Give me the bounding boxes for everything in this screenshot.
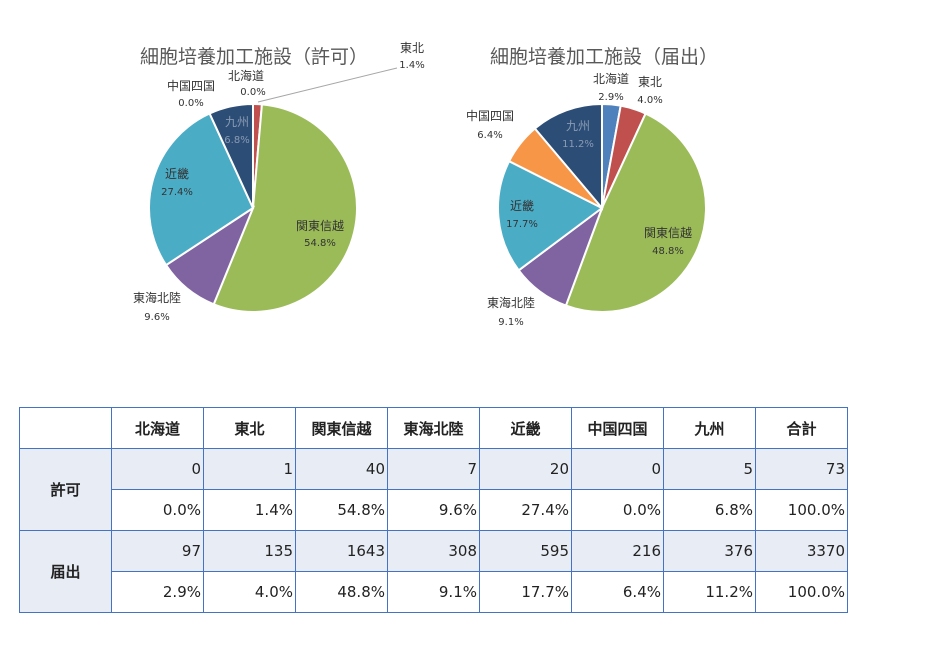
table-cell: 0: [571, 448, 664, 490]
table-cell: 0.0%: [111, 489, 204, 531]
table-cell: 3370: [755, 530, 848, 572]
table-cell: 100.0%: [755, 571, 848, 613]
pie-percent-label: 6.4%: [477, 130, 502, 141]
pie-percent-label: 2.9%: [598, 92, 623, 103]
table-cell: 27.4%: [479, 489, 572, 531]
pie-percent-label: 17.7%: [506, 219, 538, 230]
table-cell: 135: [203, 530, 296, 572]
pie-percent-label: 54.8%: [304, 238, 336, 249]
table-header: 合計: [755, 407, 848, 449]
pie-category-label: 近畿: [165, 167, 189, 181]
table-header: 九州: [663, 407, 756, 449]
table-cell: 376: [663, 530, 756, 572]
data-table: 北海道 東北 関東信越 東海北陸 近畿 中国四国 九州 合計 許可 0 1 40…: [19, 407, 848, 613]
pie-percent-label: 27.4%: [161, 187, 193, 198]
table-cell: 4.0%: [203, 571, 296, 613]
table-header: 東北: [203, 407, 296, 449]
table-cell: 9.6%: [387, 489, 480, 531]
pie-category-label: 関東信越: [296, 219, 344, 233]
pie-percent-label: 11.2%: [562, 139, 594, 150]
table-cell: 11.2%: [663, 571, 756, 613]
pie-category-label: 中国四国: [167, 78, 215, 93]
pie-category-label: 東北: [638, 75, 662, 89]
pie-category-label: 九州: [225, 115, 249, 129]
pie-category-label: 東海北陸: [487, 295, 535, 310]
table-header-row: 北海道 東北 関東信越 東海北陸 近畿 中国四国 九州 合計: [19, 407, 848, 449]
chart-permit-title: 細胞培養加工施設（許可）: [140, 46, 369, 68]
pie-percent-label: 0.0%: [178, 98, 203, 109]
table-cell: 17.7%: [479, 571, 572, 613]
table-header: 関東信越: [295, 407, 388, 449]
table-cell: 216: [571, 530, 664, 572]
pie-category-label: 九州: [566, 119, 590, 133]
table-cell: 9.1%: [387, 571, 480, 613]
table-cell: 1.4%: [203, 489, 296, 531]
table-cell: 2.9%: [111, 571, 204, 613]
table-header: 中国四国: [571, 407, 664, 449]
table-cell: 73: [755, 448, 848, 490]
table-cell: 595: [479, 530, 572, 572]
table-cell: 1643: [295, 530, 388, 572]
table-cell: 40: [295, 448, 388, 490]
table-row: 許可 0 1 40 7 20 0 5 73: [19, 448, 848, 531]
leader-line: [257, 67, 398, 103]
table-row: 0.0% 1.4% 54.8% 9.6% 27.4% 0.0% 6.8% 100…: [20, 489, 848, 531]
pie-category-label: 近畿: [510, 199, 534, 213]
table-cell: 6.4%: [571, 571, 664, 613]
table-cell: 54.8%: [295, 489, 388, 531]
pie-category-label: 関東信越: [644, 226, 692, 240]
chart-notification-title: 細胞培養加工施設（届出）: [490, 46, 719, 68]
table-cell: 20: [479, 448, 572, 490]
table-cell: 48.8%: [295, 571, 388, 613]
table-cell: 100.0%: [755, 489, 848, 531]
pie-percent-label: 1.4%: [399, 60, 424, 71]
pie-category-label: 東海北陸: [133, 290, 181, 305]
pie-category-label: 北海道: [228, 68, 264, 83]
pie-slice-0-2: [212, 103, 358, 313]
pie-slice-1-2: [564, 112, 708, 313]
pie-slice-0-6: [208, 102, 254, 209]
table-cell: 0: [111, 448, 204, 490]
pie-category-label: 中国四国: [466, 108, 514, 123]
table-cell: 1: [203, 448, 296, 490]
table-row: 届出 97 135 1643 308 595 216 376 3370: [19, 530, 848, 613]
table-cell: 308: [387, 530, 480, 572]
pie-percent-label: 9.6%: [144, 312, 169, 323]
pie-percent-label: 6.8%: [224, 135, 249, 146]
pie-category-label: 東北: [400, 41, 424, 55]
row-label-permit: 許可: [19, 448, 112, 531]
table-header: 北海道: [111, 407, 204, 449]
table-header: 東海北陸: [387, 407, 480, 449]
pie-percent-label: 48.8%: [652, 246, 684, 257]
pie-percent-label: 9.1%: [498, 317, 523, 328]
pie-percent-label: 4.0%: [637, 95, 662, 106]
table-cell: 0.0%: [571, 489, 664, 531]
pie-slice-1-6: [533, 102, 603, 211]
table-header: 近畿: [479, 407, 572, 449]
table-cell: 5: [663, 448, 756, 490]
pie-slice-1-4: [497, 159, 604, 272]
table-corner: [19, 407, 112, 449]
pie-charts: 北海道 0.0% 東北 1.4% 関東信越 54.8% 東海北陸 9.6% 近畿 27.4% 中国四…: [133, 41, 708, 328]
table-cell: 97: [111, 530, 204, 572]
row-label-notification: 届出: [19, 530, 112, 613]
pie-percent-label: 0.0%: [240, 87, 265, 98]
table-cell: 6.8%: [663, 489, 756, 531]
table-row: 2.9% 4.0% 48.8% 9.1% 17.7% 6.4% 11.2% 10…: [20, 571, 848, 613]
pie-slice-0-4: [148, 112, 255, 267]
pie-category-label: 北海道: [593, 71, 629, 86]
table-cell: 7: [387, 448, 480, 490]
